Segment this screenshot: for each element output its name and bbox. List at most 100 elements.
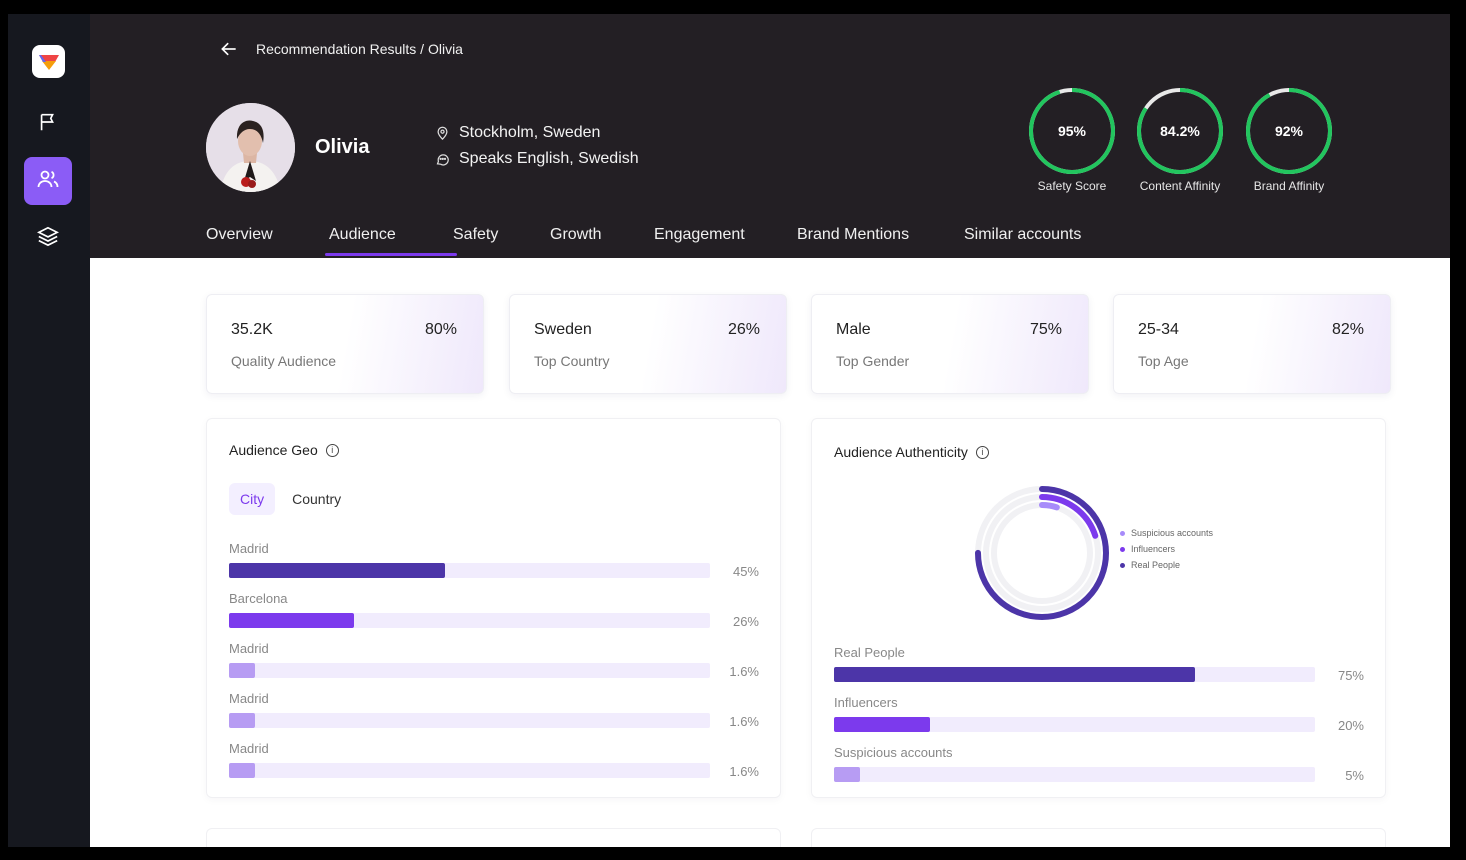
brand-affinity-ring	[1246, 88, 1332, 174]
legend-label: Real People	[1131, 560, 1181, 570]
geo-toggle-city[interactable]: City	[229, 483, 276, 515]
sidebar	[8, 14, 90, 847]
geo-bar-label: Madrid	[229, 691, 269, 706]
tab-engagement[interactable]: Engagement	[654, 226, 745, 243]
stat-card-top-country: Sweden 26% Top Country	[509, 294, 787, 394]
legend-label: Influencers	[1131, 544, 1176, 554]
info-icon[interactable]: i	[975, 445, 989, 459]
geo-bar-track	[229, 613, 710, 628]
geo-bar-percent: 1.6%	[729, 764, 759, 779]
sidebar-item-layers[interactable]	[24, 214, 72, 262]
profile-tabs: Overview Audience Safety Growth Engageme…	[206, 226, 1081, 256]
geo-bar-track	[229, 563, 710, 578]
location-row: Stockholm, Sweden	[434, 124, 600, 142]
audience-authenticity-panel: Audience Authenticity i Suspicious accou…	[811, 418, 1386, 798]
safety-score-label: Safety Score	[1037, 179, 1107, 193]
languages-text: Speaks English, Swedish	[459, 150, 639, 167]
stat-card-top-age: 25-34 82% Top Age	[1113, 294, 1391, 394]
authenticity-bar-fill	[834, 767, 861, 782]
stat-value: Sweden	[534, 321, 592, 338]
ring-progress	[1137, 88, 1223, 174]
geo-bar-label: Madrid	[229, 641, 269, 656]
safety-score-ring	[1029, 88, 1115, 174]
geo-bar-track	[229, 713, 710, 728]
geo-toggle-country[interactable]: Country	[292, 491, 342, 507]
authenticity-bar-label: Influencers	[834, 695, 898, 710]
next-panel-left	[206, 828, 781, 847]
content-affinity-ring	[1137, 88, 1223, 174]
tab-brand-mentions[interactable]: Brand Mentions	[797, 226, 910, 243]
content-affinity-value: 84.2%	[1160, 123, 1200, 139]
legend-item-real-people: Real People	[1120, 560, 1213, 570]
geo-bar-fill	[229, 763, 256, 778]
users-icon	[36, 167, 60, 196]
authenticity-bar-track	[834, 767, 1315, 782]
location-text: Stockholm, Sweden	[459, 124, 601, 141]
authenticity-bar-label: Real People	[834, 645, 905, 660]
stat-percent: 82%	[1331, 321, 1364, 338]
tab-overview[interactable]: Overview	[206, 226, 273, 243]
geo-toggle: City Country	[229, 483, 352, 515]
info-icon[interactable]: i	[325, 443, 339, 457]
app-logo[interactable]	[32, 45, 65, 78]
authenticity-bar-label: Suspicious accounts	[834, 745, 953, 760]
ring-progress	[1029, 88, 1115, 174]
avatar	[206, 103, 295, 192]
flag-icon	[37, 111, 59, 138]
legend-label: Suspicious accounts	[1131, 528, 1214, 538]
stat-card-top-gender: Male 75% Top Gender	[811, 294, 1089, 394]
donut-arc-influencers	[983, 494, 1101, 612]
brand-affinity-label: Brand Affinity	[1253, 179, 1325, 193]
stat-percent: 75%	[1029, 321, 1062, 338]
geo-bar-fill	[229, 713, 256, 728]
authenticity-donut-chart	[975, 486, 1109, 620]
audience-geo-panel: Audience Geo i City Country Madrid 45% Bar…	[206, 418, 781, 798]
authenticity-bar-track	[834, 717, 1315, 732]
authenticity-legend: Suspicious accounts Influencers Real Peo…	[1120, 528, 1213, 576]
authenticity-bar-percent: 20%	[1337, 718, 1364, 733]
audience-geo-heading: Audience Geo	[229, 442, 318, 458]
next-panel-right	[811, 828, 1386, 847]
chat-bubble-icon	[434, 151, 451, 168]
sidebar-item-campaigns[interactable]	[24, 100, 72, 148]
back-arrow-icon[interactable]	[218, 38, 240, 60]
legend-dot	[1120, 530, 1125, 536]
audience-authenticity-heading: Audience Authenticity	[834, 444, 968, 460]
content-affinity-label: Content Affinity	[1139, 179, 1221, 193]
stat-percent: 26%	[727, 321, 760, 338]
audience-content: 35.2K 80% Quality Audience Sweden 26% To…	[90, 258, 1450, 847]
brand-affinity-value: 92%	[1274, 123, 1304, 139]
safety-score-value: 95%	[1057, 123, 1087, 139]
content-affinity-gauge: 84.2% Content Affinity	[1135, 86, 1225, 193]
stat-label: Quality Audience	[231, 353, 337, 369]
authenticity-bar-fill	[834, 667, 1195, 682]
geo-bar-percent: 45%	[732, 564, 759, 579]
breadcrumb[interactable]: Recommendation Results / Olivia	[256, 41, 463, 57]
geo-bar-label: Madrid	[229, 541, 269, 556]
geo-bar-label: Barcelona	[229, 591, 288, 606]
safety-score-gauge: 95% Safety Score	[1027, 86, 1117, 193]
stat-label: Top Gender	[836, 353, 910, 369]
audience-geo-title: Audience Geo i	[229, 442, 339, 458]
layers-icon	[36, 225, 60, 252]
donut-arc-suspicious	[991, 502, 1093, 604]
audience-authenticity-title: Audience Authenticity i	[834, 444, 989, 460]
tab-growth[interactable]: Growth	[550, 226, 602, 243]
tab-audience[interactable]: Audience	[325, 226, 457, 256]
geo-bar-fill	[229, 613, 355, 628]
donut-track	[991, 502, 1093, 604]
tab-similar-accounts[interactable]: Similar accounts	[964, 226, 1082, 243]
stat-label: Top Country	[534, 353, 610, 369]
stat-value: 25-34	[1138, 321, 1179, 338]
languages-row: Speaks English, Swedish	[434, 150, 639, 168]
sidebar-item-influencers[interactable]	[24, 157, 72, 205]
donut-arc-real-people	[975, 486, 1109, 620]
geo-bar-track	[229, 763, 710, 778]
legend-dot	[1120, 546, 1125, 552]
geo-bar-percent: 1.6%	[729, 664, 759, 679]
tab-safety[interactable]: Safety	[453, 226, 499, 243]
location-pin-icon	[434, 125, 451, 142]
authenticity-bar-percent: 75%	[1337, 668, 1364, 683]
legend-item-influencers: Influencers	[1120, 544, 1213, 554]
authenticity-bar-fill	[834, 717, 931, 732]
